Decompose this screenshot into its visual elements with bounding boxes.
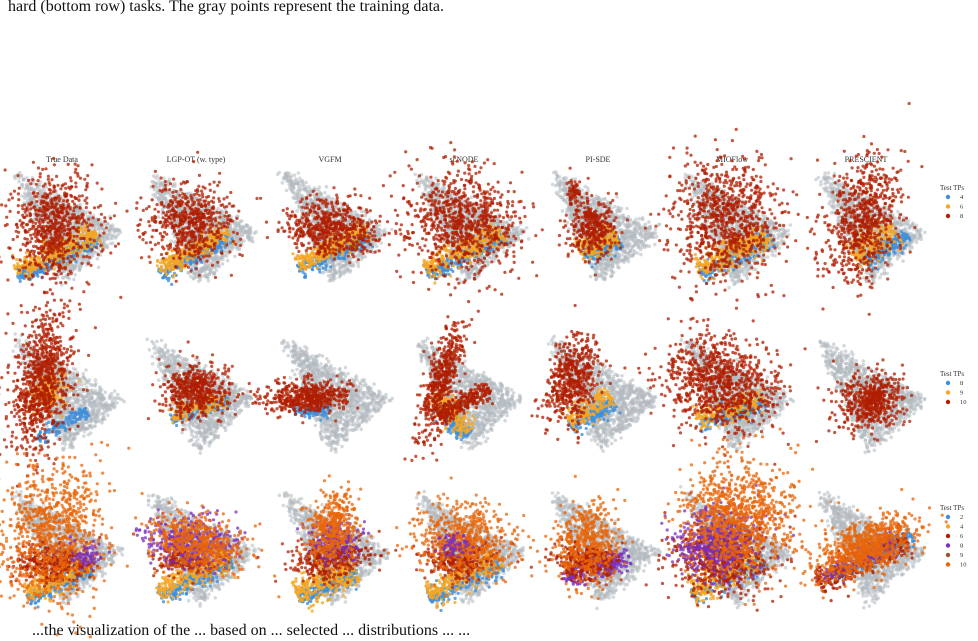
column-title: PI-SDE <box>586 155 611 164</box>
legend-marker <box>946 390 950 394</box>
scatter-panel <box>530 304 657 453</box>
legend-label: 10 <box>960 562 967 569</box>
legend-title: Test TPs <box>940 370 964 378</box>
scatter-panel <box>623 298 818 466</box>
scatter-panel <box>145 338 254 455</box>
column-title: VGFM <box>318 155 341 164</box>
legend-marker <box>946 543 950 547</box>
scatter-panel <box>255 171 406 283</box>
legend-label: 6 <box>960 204 964 211</box>
legend-marker <box>946 214 950 218</box>
scatter-panel <box>0 441 144 639</box>
scatter-panel <box>0 273 126 488</box>
scatter-panel <box>114 151 258 286</box>
legend-label: 10 <box>960 399 967 406</box>
column-titles: True Data LGP-OT (w. type) VGFM scNODE PI-SD… <box>46 155 887 164</box>
legend-label: 4 <box>960 524 964 531</box>
legend-label: 8 <box>960 543 963 550</box>
legend-marker <box>946 381 950 385</box>
scatter-panel <box>387 476 539 612</box>
scatter-panel <box>368 141 544 297</box>
legend-label: 9 <box>960 390 963 397</box>
figure-caption-bottom: ...the visualization of the ... based on… <box>32 622 470 640</box>
legend-marker <box>946 204 950 208</box>
scatter-panel <box>248 339 394 454</box>
legend: Test TPs 4 6 8 <box>940 184 964 220</box>
legend-label: 6 <box>960 533 964 540</box>
scatter-panel <box>256 474 397 612</box>
legend-label: 4 <box>960 194 964 201</box>
legend-marker <box>946 400 950 404</box>
scatter-panel <box>551 167 662 282</box>
scatter-panel <box>645 427 841 611</box>
legend-label: 8 <box>960 380 963 387</box>
column-title: True Data <box>46 155 78 164</box>
legend-label: 9 <box>960 552 963 559</box>
legend-title: Test TPs <box>940 184 964 192</box>
legend-marker <box>946 534 950 538</box>
scatter-panel <box>104 493 280 608</box>
scatter-panel <box>530 475 662 610</box>
scatter-panels <box>0 102 948 639</box>
scatter-panel <box>0 157 122 308</box>
scatter-panel <box>403 300 522 462</box>
legends: Test TPs 4 6 8 Test TPs 8 9 10 Test TPs 2 4 6 8 9 10 <box>940 184 967 569</box>
column-title: LGP-OT (w. type) <box>167 155 226 164</box>
legend: Test TPs 8 9 10 <box>940 370 967 406</box>
legend-marker <box>946 515 950 519</box>
legend-marker <box>946 524 950 528</box>
legend: Test TPs 2 4 6 8 9 10 <box>940 504 967 569</box>
legend-label: 8 <box>960 213 963 220</box>
legend-title: Test TPs <box>940 504 964 512</box>
scatter-panel <box>806 102 927 316</box>
legend-label: 2 <box>960 514 963 521</box>
scatter-panel <box>816 339 926 454</box>
legend-marker <box>946 195 950 199</box>
legend-marker <box>946 553 950 557</box>
scatter-panel <box>793 488 948 610</box>
legend-marker <box>946 562 950 566</box>
